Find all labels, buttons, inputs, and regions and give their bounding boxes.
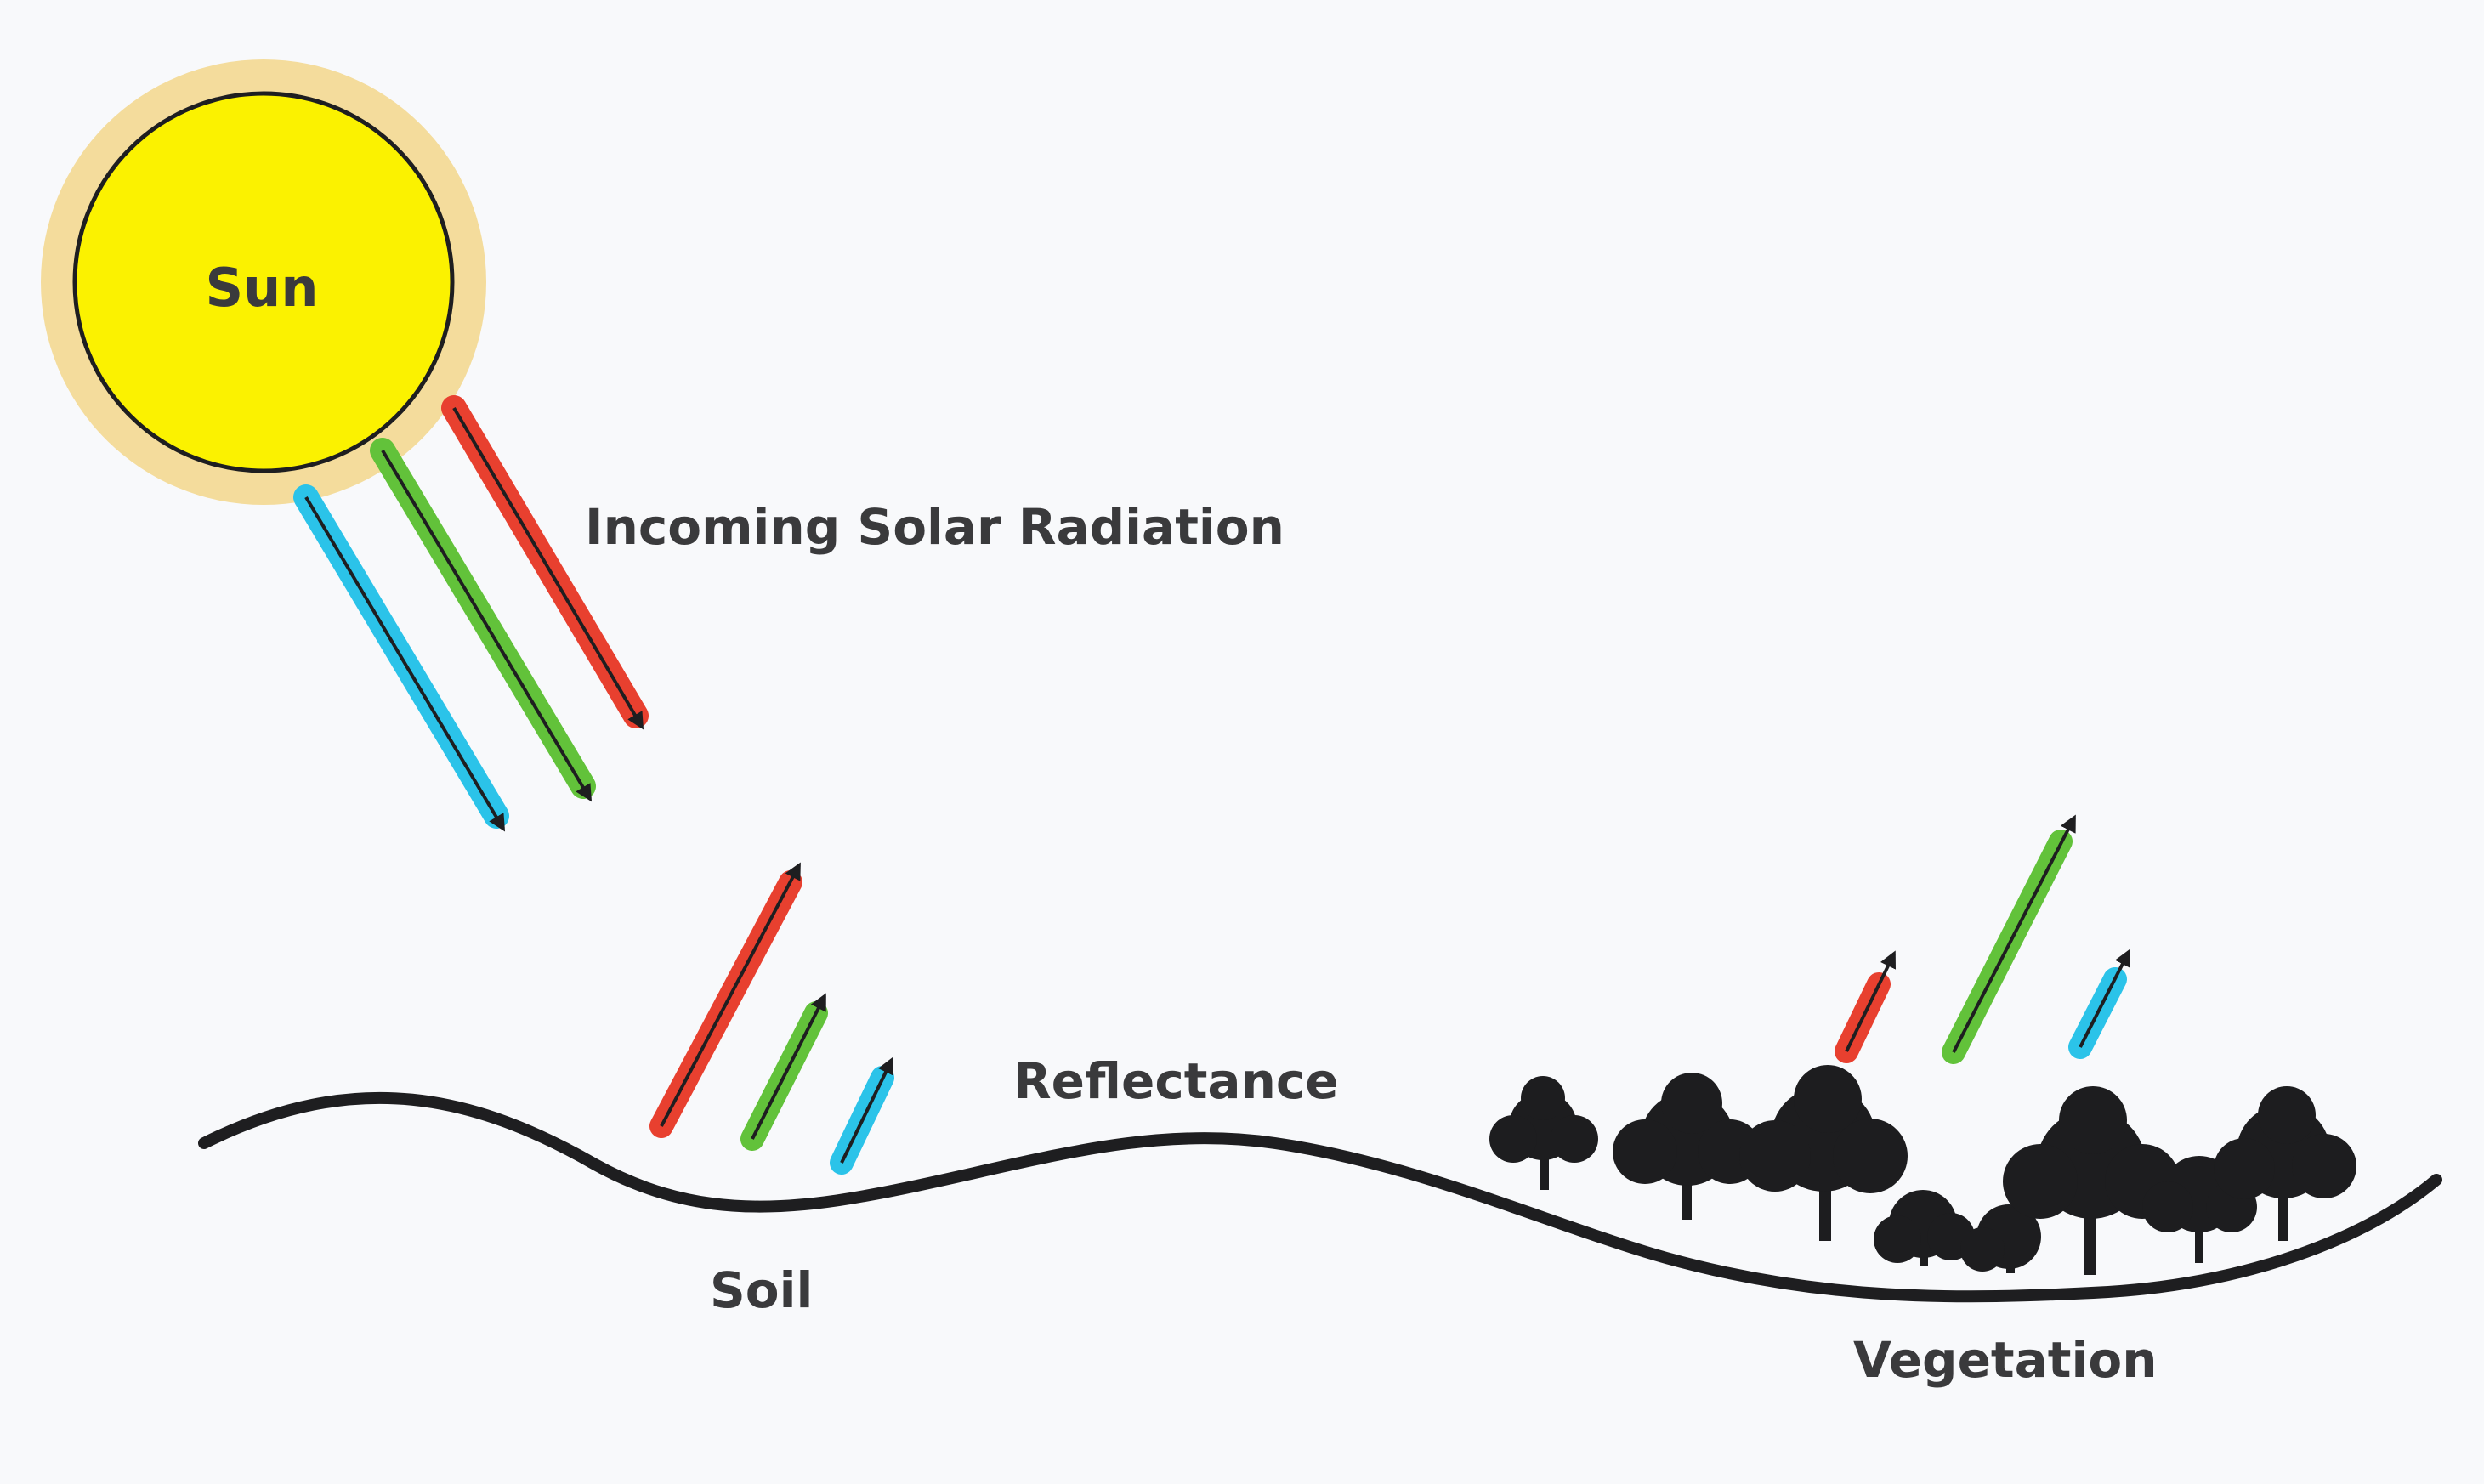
vegetation-label: Vegetation bbox=[1853, 1331, 2158, 1389]
incoming-green-arrow bbox=[370, 438, 596, 802]
sun-label: Sun bbox=[206, 257, 319, 319]
tree-icon bbox=[2003, 1086, 2180, 1275]
vegetation-green-arrow bbox=[1942, 814, 2076, 1064]
tree-icon bbox=[1960, 1204, 2041, 1273]
incoming-blue-arrow bbox=[293, 484, 509, 832]
ground-line bbox=[198, 1091, 2442, 1303]
reflectance-label: Reflectance bbox=[1013, 1052, 1339, 1110]
vegetation-reflectance-arrows bbox=[1835, 814, 2130, 1064]
incoming-red-arrow bbox=[441, 395, 649, 730]
sun-icon bbox=[41, 59, 486, 505]
tree-icon bbox=[1613, 1073, 1762, 1220]
incoming-solar-radiation-label: Incoming Solar Radiation bbox=[585, 498, 1285, 556]
tree-icon bbox=[2214, 1086, 2356, 1241]
tree-cluster bbox=[1489, 1065, 2356, 1275]
soil-blue-arrow bbox=[830, 1056, 894, 1175]
tree-icon bbox=[1874, 1190, 1975, 1266]
tree-icon bbox=[1739, 1065, 1908, 1241]
soil-green-arrow bbox=[740, 993, 828, 1151]
soil-reflectance-arrows bbox=[649, 862, 894, 1175]
soil-red-arrow bbox=[649, 862, 802, 1138]
soil-label: Soil bbox=[710, 1261, 813, 1319]
incoming-arrows bbox=[293, 395, 649, 832]
tree-icon bbox=[1489, 1076, 1598, 1190]
vegetation-blue-arrow bbox=[2068, 949, 2130, 1059]
vegetation-red-arrow bbox=[1835, 950, 1896, 1063]
